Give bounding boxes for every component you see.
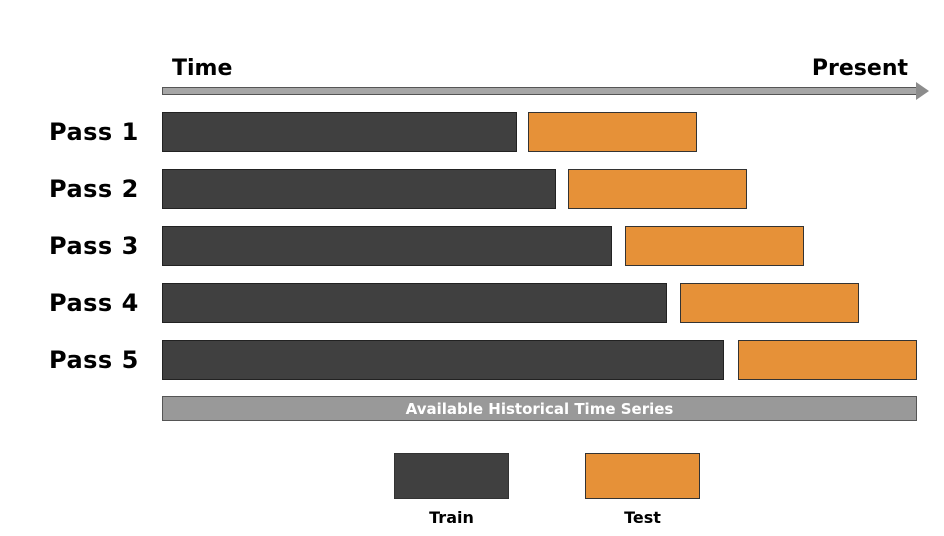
train-bar: [162, 226, 612, 266]
train-bar: [162, 112, 517, 152]
history-bar-label: Available Historical Time Series: [405, 399, 674, 418]
pass-label: Pass 4: [49, 289, 139, 317]
test-bar: [738, 340, 917, 380]
test-bar: [625, 226, 804, 266]
pass-label: Pass 5: [49, 346, 139, 374]
test-bar: [680, 283, 859, 323]
legend-train-swatch: [394, 453, 509, 499]
legend-train-label: Train: [429, 508, 474, 527]
pass-row: Pass 5: [0, 340, 944, 380]
pass-label: Pass 1: [49, 118, 139, 146]
pass-label: Pass 2: [49, 175, 139, 203]
arrow-head-icon: [916, 82, 929, 100]
history-bar: Available Historical Time Series: [162, 396, 917, 421]
train-bar: [162, 169, 556, 209]
pass-label: Pass 3: [49, 232, 139, 260]
pass-row: Pass 2: [0, 169, 944, 209]
pass-row: Pass 4: [0, 283, 944, 323]
present-label: Present: [811, 56, 908, 81]
test-bar: [528, 112, 697, 152]
legend-test-swatch: [585, 453, 700, 499]
train-bar: [162, 340, 724, 380]
train-bar: [162, 283, 667, 323]
test-bar: [568, 169, 747, 209]
time-label: Time: [172, 56, 233, 81]
legend-test-label: Test: [624, 508, 661, 527]
pass-row: Pass 3: [0, 226, 944, 266]
pass-row: Pass 1: [0, 112, 944, 152]
timeline-arrow: [162, 87, 918, 95]
